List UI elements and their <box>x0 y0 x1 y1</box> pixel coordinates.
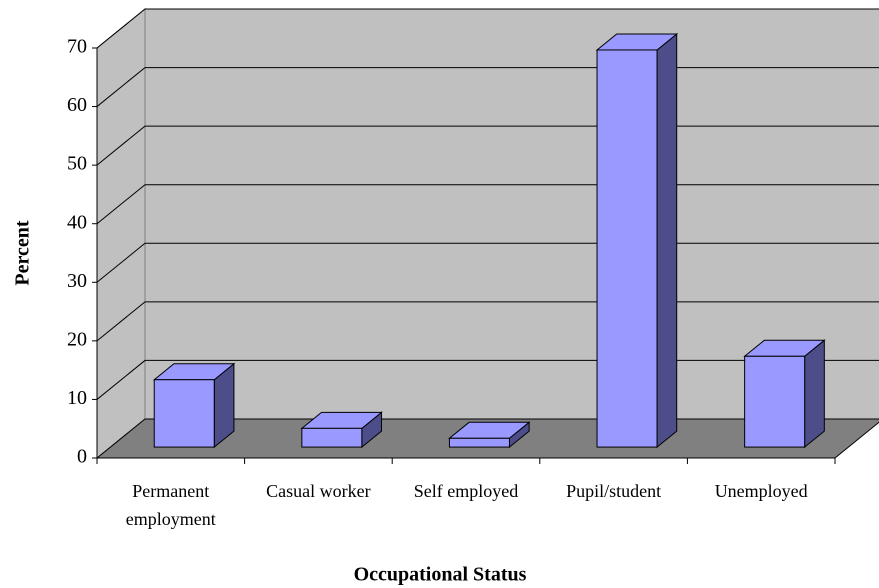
bar <box>301 427 363 448</box>
y-tick-label: 20 <box>67 328 87 350</box>
y-tick-label: 50 <box>67 153 87 175</box>
x-axis-label: Occupational Status <box>354 564 527 586</box>
side-wall <box>96 7 146 460</box>
y-tick-label: 10 <box>67 387 87 409</box>
x-tick-label: Casual worker <box>266 481 371 501</box>
x-tick-label: Permanent employment <box>125 481 216 529</box>
bar <box>448 437 510 448</box>
x-tick-label: Pupil/student <box>566 481 662 501</box>
x-tick-label: Unemployed <box>714 481 808 501</box>
x-tick-label: Self employed <box>413 481 519 501</box>
y-tick-label: 30 <box>67 270 87 292</box>
y-tick-label: 40 <box>67 211 87 233</box>
y-tick-label: 60 <box>67 94 87 116</box>
y-tick-label: 70 <box>67 36 87 58</box>
bar <box>744 355 806 448</box>
grid-line <box>96 8 879 49</box>
bar <box>596 49 658 448</box>
y-tick-label: 0 <box>77 446 87 468</box>
y-axis-label: Percent <box>12 220 34 285</box>
bar <box>153 379 215 448</box>
bar-side <box>804 339 825 449</box>
bar-side <box>656 32 678 449</box>
